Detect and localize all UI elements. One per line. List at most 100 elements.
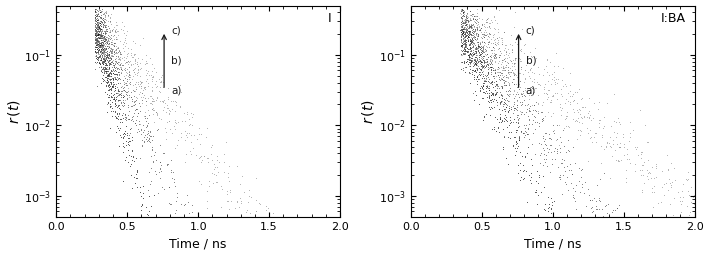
Point [468,52,479,56]
Point [503,51,515,55]
Point [127,68,138,72]
Point [106,95,117,99]
Point [533,173,545,177]
Point [485,81,496,86]
Point [509,89,520,93]
Point [632,153,644,157]
Point [111,67,123,71]
Point [91,30,103,34]
Point [97,35,108,39]
Point [507,120,518,124]
Point [186,152,197,156]
Point [458,21,469,25]
Point [100,75,111,79]
Point [457,24,468,28]
Point [463,29,474,33]
Point [473,25,484,29]
Point [142,69,153,73]
Point [97,22,108,26]
Point [94,45,106,49]
Point [97,44,108,48]
Point [459,44,471,48]
Point [113,56,125,60]
Point [467,42,478,46]
Point [96,36,107,40]
Point [101,35,112,39]
Point [115,27,126,31]
Point [147,97,159,101]
Point [132,70,143,74]
Point [455,60,467,65]
Point [483,93,494,97]
Point [137,101,148,105]
Point [480,53,491,57]
Point [528,71,540,75]
Point [485,41,496,45]
Point [491,83,502,88]
Point [485,57,496,61]
Point [613,157,624,162]
Point [510,56,521,60]
Point [130,107,141,111]
Point [135,95,147,99]
Point [503,99,514,103]
Point [188,133,199,137]
Point [478,35,489,39]
Point [488,53,499,57]
Point [106,60,118,64]
Point [498,80,510,84]
Point [106,65,118,69]
Point [461,45,472,49]
Point [637,163,648,167]
Point [96,41,107,45]
Point [150,79,162,83]
Point [543,202,554,206]
Point [91,30,102,34]
Point [483,99,494,103]
Point [458,29,469,33]
Point [459,65,471,69]
X-axis label: Time / ns: Time / ns [524,238,581,250]
Point [463,33,474,37]
Point [111,35,122,39]
Point [493,38,504,42]
Point [96,35,107,39]
Point [131,62,143,66]
Point [457,32,468,36]
Point [490,92,501,96]
Point [96,30,107,34]
Point [467,36,478,40]
Point [92,46,104,50]
Point [140,73,152,77]
Point [596,144,607,148]
Point [121,60,133,64]
Point [478,32,489,36]
Point [491,20,502,25]
Point [460,33,471,37]
Point [89,54,101,58]
Point [141,132,152,136]
Point [143,209,155,213]
Point [161,106,172,110]
Point [102,58,113,62]
Point [89,8,101,12]
Point [554,146,566,150]
Point [211,173,222,177]
Point [477,50,489,54]
Point [109,102,121,106]
Point [94,43,106,47]
Text: I:BA: I:BA [661,12,686,25]
Point [90,53,101,57]
Point [135,109,146,113]
Point [459,41,470,45]
Point [150,70,161,74]
Point [457,23,469,27]
Point [137,123,148,127]
Point [163,111,174,115]
Point [618,153,630,157]
Point [475,46,486,50]
Point [140,110,151,114]
Point [458,25,469,29]
Point [471,46,482,50]
Point [502,109,513,113]
